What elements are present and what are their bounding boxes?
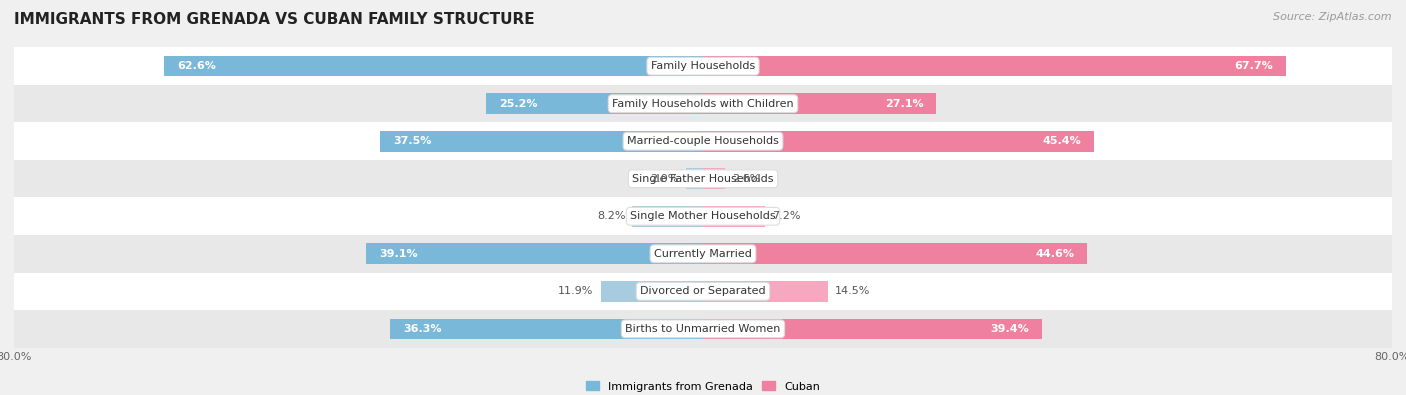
Text: 7.2%: 7.2% <box>772 211 800 221</box>
Bar <box>14 273 1392 310</box>
Bar <box>14 47 1392 85</box>
Text: 39.1%: 39.1% <box>380 249 418 259</box>
Bar <box>703 206 765 227</box>
Text: 2.0%: 2.0% <box>651 174 679 184</box>
Bar <box>14 198 1392 235</box>
Bar <box>14 310 1392 348</box>
Text: Family Households with Children: Family Households with Children <box>612 99 794 109</box>
Legend: Immigrants from Grenada, Cuban: Immigrants from Grenada, Cuban <box>582 377 824 395</box>
Bar <box>703 56 1286 77</box>
Text: Source: ZipAtlas.com: Source: ZipAtlas.com <box>1274 12 1392 22</box>
Bar <box>14 85 1392 122</box>
Bar <box>703 281 828 302</box>
Text: 8.2%: 8.2% <box>598 211 626 221</box>
Text: 25.2%: 25.2% <box>499 99 537 109</box>
Text: 14.5%: 14.5% <box>835 286 870 296</box>
Bar <box>686 168 703 189</box>
Text: Currently Married: Currently Married <box>654 249 752 259</box>
Bar <box>367 243 703 264</box>
Text: Single Mother Households: Single Mother Households <box>630 211 776 221</box>
Bar <box>633 206 703 227</box>
Text: Married-couple Households: Married-couple Households <box>627 136 779 146</box>
Bar <box>703 93 936 114</box>
Bar <box>486 93 703 114</box>
Bar <box>703 168 725 189</box>
Text: 39.4%: 39.4% <box>991 324 1029 334</box>
Bar <box>14 160 1392 198</box>
Text: 67.7%: 67.7% <box>1234 61 1272 71</box>
Bar <box>391 318 703 339</box>
Text: 11.9%: 11.9% <box>558 286 593 296</box>
Bar <box>165 56 703 77</box>
Text: 44.6%: 44.6% <box>1035 249 1074 259</box>
Bar <box>703 318 1042 339</box>
Bar <box>600 281 703 302</box>
Text: Births to Unmarried Women: Births to Unmarried Women <box>626 324 780 334</box>
Bar <box>703 243 1087 264</box>
Bar <box>14 235 1392 273</box>
Bar <box>14 122 1392 160</box>
Text: Divorced or Separated: Divorced or Separated <box>640 286 766 296</box>
Text: 45.4%: 45.4% <box>1042 136 1081 146</box>
Text: 37.5%: 37.5% <box>392 136 432 146</box>
Text: Single Father Households: Single Father Households <box>633 174 773 184</box>
Text: IMMIGRANTS FROM GRENADA VS CUBAN FAMILY STRUCTURE: IMMIGRANTS FROM GRENADA VS CUBAN FAMILY … <box>14 12 534 27</box>
Bar <box>703 131 1094 152</box>
Text: 36.3%: 36.3% <box>404 324 441 334</box>
Text: 27.1%: 27.1% <box>884 99 924 109</box>
Text: Family Households: Family Households <box>651 61 755 71</box>
Text: 62.6%: 62.6% <box>177 61 215 71</box>
Bar <box>380 131 703 152</box>
Text: 2.6%: 2.6% <box>733 174 761 184</box>
